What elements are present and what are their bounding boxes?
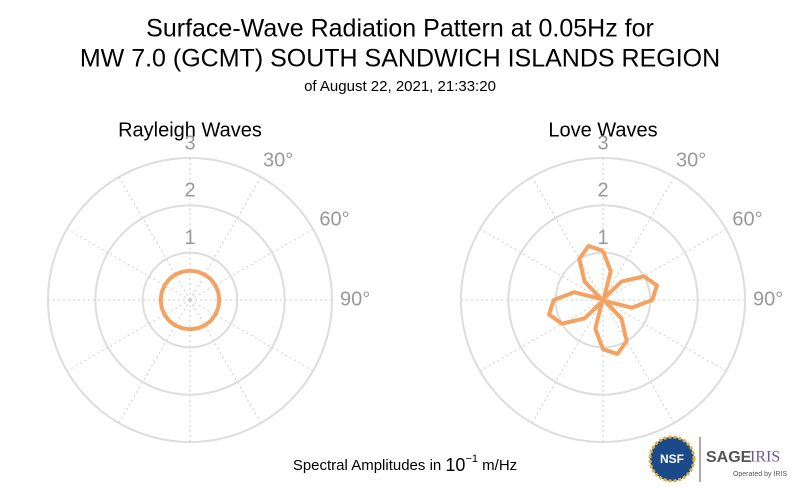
nsf-seal <box>650 437 694 481</box>
ring-grid-line <box>94 204 286 396</box>
nsf-ring <box>648 435 696 483</box>
angle-tick-label: 30° <box>263 150 293 172</box>
angle-tick-label: 60° <box>732 208 762 230</box>
panel-title: Rayleigh Waves <box>118 119 262 141</box>
radial-grid-line <box>602 176 675 301</box>
radial-grid-line <box>602 299 727 372</box>
pattern-line <box>547 244 659 356</box>
angle-tick-label: 60° <box>319 208 349 230</box>
radial-grid-line <box>479 299 604 372</box>
footer-exponent: −1 <box>465 453 478 465</box>
operated-text: Operated by IRIS <box>733 471 787 478</box>
ring-grid-line <box>460 157 746 443</box>
radial-grid-line <box>602 299 675 424</box>
ring-grid-line <box>141 251 239 349</box>
angle-tick-label: 90° <box>340 288 370 310</box>
pattern-line <box>158 268 222 332</box>
radial-grid-line <box>189 228 314 301</box>
footer-base: 10 <box>445 455 465 475</box>
angle-tick-label: 90° <box>753 288 783 310</box>
r-tick-label: 2 <box>597 180 608 202</box>
footer-unit: m/Hz <box>482 457 517 474</box>
r-tick-label: 3 <box>597 132 608 154</box>
r-tick-label: 1 <box>184 227 195 249</box>
sage-text: SAGE <box>706 449 752 466</box>
r-tick-label: 1 <box>597 227 608 249</box>
nsf-text: NSF <box>660 452 684 466</box>
radial-grid-line <box>66 299 191 372</box>
panel-title: Love Waves <box>548 119 657 141</box>
footer-text: Spectral Amplitudes in <box>293 457 441 474</box>
r-tick-label: 2 <box>184 180 195 202</box>
ring-grid-line <box>507 204 699 396</box>
radial-grid-line <box>189 299 262 424</box>
radial-grid-line <box>531 299 604 424</box>
title-line: Surface-Wave Radiation Pattern at 0.05Hz… <box>146 15 654 43</box>
radial-grid-line <box>118 299 191 424</box>
radial-grid-line <box>66 228 191 301</box>
radial-grid-line <box>189 299 314 372</box>
radial-grid-line <box>531 176 604 301</box>
radial-grid-line <box>118 176 191 301</box>
radial-grid-line <box>602 228 727 301</box>
angle-tick-label: 30° <box>676 150 706 172</box>
r-tick-label: 3 <box>184 132 195 154</box>
logo: NSF SAGE IRIS Operated by IRIS <box>648 435 787 483</box>
radial-grid-line <box>479 228 604 301</box>
title-line: MW 7.0 (GCMT) SOUTH SANDWICH ISLANDS REG… <box>80 45 720 73</box>
ring-grid-line <box>47 157 333 443</box>
subtitle: of August 22, 2021, 21:33:20 <box>304 78 496 95</box>
iris-text: IRIS <box>750 449 780 466</box>
footer: Spectral Amplitudes in 10−1 m/Hz <box>293 450 517 475</box>
radial-grid-line <box>189 176 262 301</box>
